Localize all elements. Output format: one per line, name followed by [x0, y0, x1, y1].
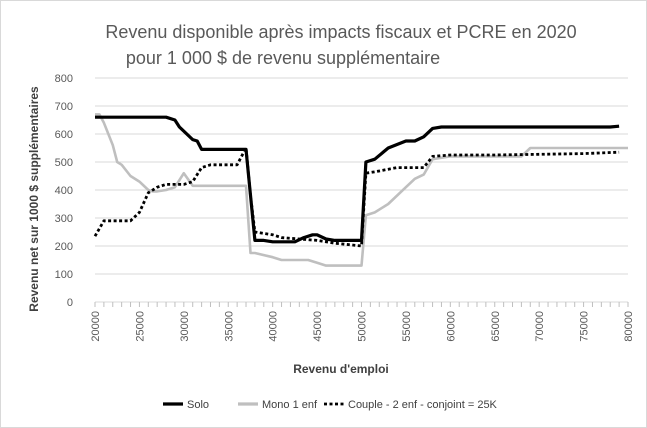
y-axis-label: Revenu net sur 1000 $ supplémentaires [27, 86, 41, 312]
chart-title-line-1: Revenu disponible après impacts fiscaux … [105, 22, 576, 42]
x-tick-label: 50000 [357, 311, 369, 342]
y-tick-label: 400 [55, 185, 73, 197]
y-tick-label: 300 [55, 213, 73, 225]
x-tick-label: 25000 [134, 311, 146, 342]
x-tick-label: 30000 [179, 311, 191, 342]
x-tick-label: 65000 [490, 311, 502, 342]
y-tick-label: 100 [55, 269, 73, 281]
y-tick-label: 0 [67, 297, 73, 309]
x-tick-label: 55000 [401, 311, 413, 342]
series-line-0 [95, 115, 620, 244]
x-tick-label: 80000 [623, 311, 635, 342]
series-line-2 [93, 146, 620, 248]
legend-label-1: Mono 1 enf [262, 399, 318, 411]
series-lines [93, 113, 628, 267]
x-tick-label: 45000 [312, 311, 324, 342]
x-tick-label: 70000 [534, 311, 546, 342]
legend-label-0: Solo [187, 399, 209, 411]
y-tick-label: 200 [55, 241, 73, 253]
x-axis-label: Revenu d'emploi [293, 362, 389, 376]
chart-title-line-2: pour 1 000 $ de revenu supplémentaire [126, 48, 440, 68]
y-tick-label: 800 [55, 73, 73, 85]
y-axis: 0 100 200 300 400 500 600 700 800 [55, 73, 73, 309]
x-tick-label: 40000 [268, 311, 280, 342]
y-tick-label: 600 [55, 129, 73, 141]
x-axis: 20000 25000 30000 35000 40000 45000 50000 55000… [90, 302, 635, 342]
x-tick-label: 60000 [445, 311, 457, 342]
x-tick-label: 75000 [579, 311, 591, 342]
series-line-1 [95, 113, 628, 267]
gridlines [95, 77, 628, 303]
legend: Solo Mono 1 enf Couple - 2 enf - conjoint … [163, 399, 498, 411]
y-tick-label: 700 [55, 101, 73, 113]
x-tick-label: 35000 [223, 311, 235, 342]
y-tick-label: 500 [55, 157, 73, 169]
x-tick-label: 20000 [90, 311, 102, 342]
legend-label-2: Couple - 2 enf - conjoint = 25K [348, 399, 498, 411]
